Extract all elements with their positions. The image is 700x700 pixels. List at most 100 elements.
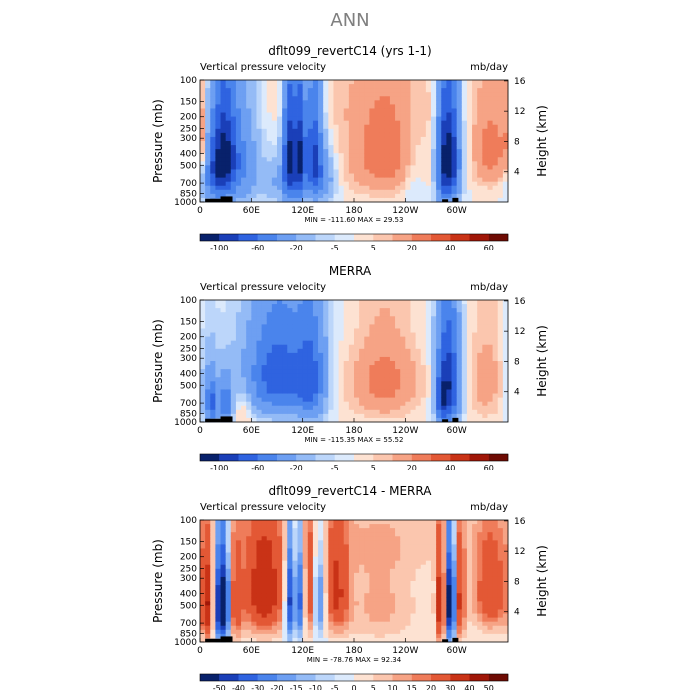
heatmap-cell bbox=[328, 80, 334, 85]
heatmap-cell bbox=[400, 585, 406, 590]
heatmap-cell bbox=[456, 373, 463, 378]
heatmap-cell bbox=[312, 120, 319, 126]
heatmap-cell bbox=[235, 389, 242, 394]
heatmap-cell bbox=[466, 361, 473, 366]
heatmap-cell bbox=[477, 169, 483, 174]
heatmap-cell bbox=[323, 149, 329, 154]
heatmap-cell bbox=[266, 405, 273, 411]
heatmap-cell bbox=[205, 409, 211, 415]
heatmap-cell bbox=[297, 149, 304, 154]
heatmap-cell bbox=[436, 389, 442, 394]
heatmap-cell bbox=[338, 80, 345, 85]
heatmap-cell bbox=[405, 80, 411, 85]
heatmap-cell bbox=[302, 589, 309, 594]
heatmap-cell bbox=[389, 401, 396, 407]
heatmap-cell bbox=[282, 593, 288, 598]
heatmap-cell bbox=[205, 100, 211, 105]
heatmap-cell bbox=[323, 120, 329, 126]
heatmap-cell bbox=[436, 84, 442, 89]
heatmap-cell bbox=[405, 173, 411, 178]
heatmap-cell bbox=[205, 413, 211, 419]
heatmap-cell bbox=[261, 524, 268, 529]
heatmap-cell bbox=[307, 108, 314, 113]
heatmap-cell bbox=[359, 120, 365, 126]
heatmap-cell bbox=[210, 120, 216, 126]
heatmap-cell bbox=[436, 316, 442, 321]
heatmap-cell bbox=[297, 601, 304, 606]
heatmap-cell bbox=[389, 308, 396, 313]
heatmap-cell bbox=[256, 520, 262, 525]
heatmap-cell bbox=[251, 145, 257, 150]
heatmap-cell bbox=[333, 316, 339, 321]
heatmap-cell bbox=[210, 185, 216, 191]
heatmap-cell bbox=[374, 625, 381, 631]
heatmap-cell bbox=[287, 528, 293, 533]
heatmap-cell bbox=[374, 417, 381, 423]
heatmap-cell bbox=[487, 417, 493, 423]
heatmap-cell bbox=[225, 617, 232, 623]
heatmap-cell bbox=[282, 161, 288, 166]
heatmap-cell bbox=[384, 560, 391, 566]
heatmap-cell bbox=[256, 328, 262, 333]
heatmap-cell bbox=[497, 145, 504, 150]
heatmap-cell bbox=[338, 161, 345, 166]
heatmap-cell bbox=[477, 332, 483, 337]
heatmap-cell bbox=[323, 625, 329, 631]
heatmap-cell bbox=[359, 161, 365, 166]
heatmap-cell bbox=[338, 532, 345, 537]
heatmap-cell bbox=[389, 548, 396, 553]
heatmap-cell bbox=[246, 108, 252, 113]
heatmap-cell bbox=[246, 405, 252, 411]
heatmap-cell bbox=[277, 157, 283, 162]
heatmap-cell bbox=[241, 145, 247, 150]
heatmap-cell bbox=[297, 401, 304, 407]
heatmap-cell bbox=[225, 633, 232, 639]
heatmap-cell bbox=[431, 145, 437, 150]
heatmap-cell bbox=[323, 141, 329, 146]
heatmap-cell bbox=[230, 340, 237, 346]
heatmap-cell bbox=[343, 116, 350, 122]
heatmap-cell bbox=[302, 560, 309, 566]
heatmap-cell bbox=[302, 116, 309, 122]
heatmap-cell bbox=[241, 405, 247, 411]
heatmap-cell bbox=[364, 153, 370, 158]
heatmap-cell bbox=[230, 177, 237, 183]
heatmap-cell bbox=[348, 136, 355, 142]
heatmap-cell bbox=[348, 385, 355, 390]
heatmap-cell bbox=[277, 564, 283, 570]
heatmap-cell bbox=[235, 576, 242, 582]
heatmap-cell bbox=[456, 145, 463, 150]
heatmap-cell bbox=[230, 320, 237, 325]
heatmap-cell bbox=[277, 621, 283, 627]
heatmap-cell bbox=[333, 540, 339, 545]
heatmap-cell bbox=[241, 169, 247, 174]
heatmap-cell bbox=[230, 108, 237, 113]
heatmap-cell bbox=[241, 385, 247, 390]
heatmap-cell bbox=[395, 617, 401, 623]
heatmap-cell bbox=[492, 145, 499, 150]
heatmap-cell bbox=[502, 181, 509, 187]
heatmap-cell bbox=[261, 169, 268, 174]
heatmap-cell bbox=[225, 605, 232, 610]
heatmap-cell bbox=[343, 108, 350, 113]
heatmap-cell bbox=[318, 141, 324, 146]
heatmap-cell bbox=[307, 536, 314, 541]
heatmap-cell bbox=[400, 389, 406, 394]
heatmap-cell bbox=[225, 173, 232, 178]
heatmap-cell bbox=[241, 336, 247, 342]
heatmap-cell bbox=[338, 116, 345, 122]
heatmap-cell bbox=[282, 524, 288, 529]
heatmap-cell bbox=[210, 381, 216, 386]
heatmap-cell bbox=[482, 381, 488, 386]
heatmap-cell bbox=[210, 169, 216, 174]
heatmap-cell bbox=[323, 605, 329, 610]
heatmap-cell bbox=[210, 189, 216, 195]
heatmap-cell bbox=[328, 128, 334, 134]
heatmap-cell bbox=[297, 373, 304, 378]
heatmap-cell bbox=[287, 300, 293, 305]
heatmap-cell bbox=[246, 100, 252, 105]
heatmap-cell bbox=[384, 352, 391, 358]
heatmap-cell bbox=[200, 316, 206, 321]
heatmap-cell bbox=[487, 189, 493, 195]
heatmap-cell bbox=[318, 556, 324, 562]
